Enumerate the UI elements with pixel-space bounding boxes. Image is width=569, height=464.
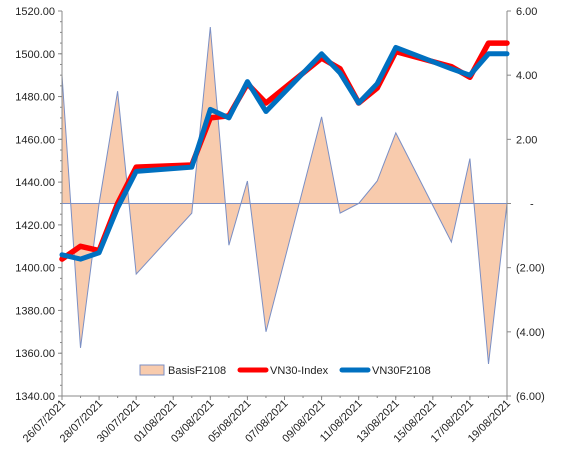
y-left-tick-label: 1480.00 [15, 92, 55, 104]
y-left-tick-label: 1460.00 [15, 134, 55, 146]
legend-label-basisf2108: BasisF2108 [168, 365, 226, 377]
y-right-tick-label: 6.00 [516, 6, 537, 18]
y-left-tick-label: 1340.00 [15, 391, 55, 403]
lines-layer [59, 40, 510, 262]
legend: BasisF2108 VN30-Index VN30F2108 [139, 364, 431, 377]
y-right-tick-label: - [530, 199, 534, 211]
y-right-tick-label: (4.00) [516, 327, 545, 339]
basis-area-layer [61, 26, 508, 364]
y-right-tick-label: 4.00 [516, 70, 537, 82]
y-right-tick-label: (6.00) [516, 391, 545, 403]
basis-area-fill [62, 27, 507, 364]
y-left-tick-label: 1500.00 [15, 49, 55, 61]
basis-area-edge [61, 26, 508, 364]
y-right-tick-label: 2.00 [516, 134, 537, 146]
legend-label-vn30f2108: VN30F2108 [372, 365, 431, 377]
y-right-tick-label: (2.00) [516, 263, 545, 275]
y-left-tick-label: 1400.00 [15, 263, 55, 275]
y-left-tick-label: 1420.00 [15, 220, 55, 232]
y-left-tick-label: 1380.00 [15, 305, 55, 317]
legend-swatch-basisf2108 [139, 364, 165, 376]
y-left-tick-label: 1520.00 [15, 6, 55, 18]
series-line-vn30f2108 [59, 44, 510, 262]
y-left-tick-label: 1360.00 [15, 348, 55, 360]
legend-label-vn30-index: VN30-Index [270, 365, 329, 377]
y-left-tick-label: 1440.00 [15, 177, 55, 189]
